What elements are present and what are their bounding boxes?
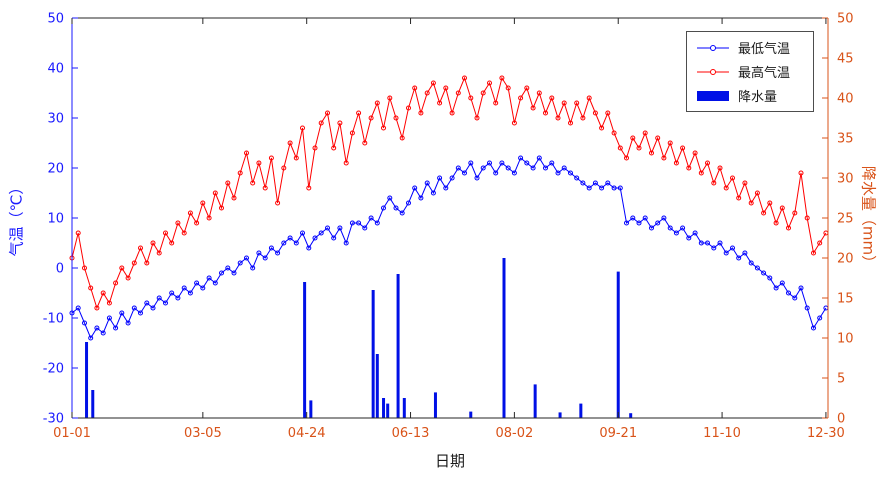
- svg-text:06-13: 06-13: [392, 426, 430, 441]
- x-axis-label: 日期: [434, 452, 466, 470]
- svg-text:45: 45: [837, 52, 854, 67]
- legend-label-max-temp: 最高气温: [738, 66, 791, 81]
- svg-text:40: 40: [837, 92, 854, 107]
- svg-text:09-21: 09-21: [599, 426, 637, 441]
- svg-text:50: 50: [47, 12, 64, 27]
- svg-text:08-02: 08-02: [495, 426, 533, 441]
- x-axis: 01-01 03-05 04-24 06-13 08-02 09-21 11-10 12-30: [53, 18, 845, 441]
- svg-text:30: 30: [837, 172, 854, 187]
- y-axis-right-label: 降水量（mm）: [859, 165, 878, 271]
- max-temp-line-swatch: [697, 68, 729, 75]
- legend-item-max-temp: 最高气温: [695, 62, 805, 81]
- legend-item-min-temp: 最低气温: [695, 38, 805, 57]
- svg-text:-10: -10: [43, 312, 64, 327]
- svg-text:30: 30: [47, 112, 64, 127]
- precip-bar-swatch: [697, 90, 729, 101]
- max-temp-series: [69, 75, 829, 311]
- min-temp-line-swatch: [697, 44, 729, 51]
- precip-bars: [85, 258, 633, 418]
- min-temp-series: [69, 155, 829, 341]
- svg-text:50: 50: [837, 12, 854, 27]
- svg-text:15: 15: [837, 292, 854, 307]
- svg-text:01-01: 01-01: [53, 426, 91, 441]
- svg-text:25: 25: [837, 212, 854, 227]
- svg-text:03-05: 03-05: [184, 426, 222, 441]
- y-axis-left-label: 气温（℃）: [7, 179, 26, 257]
- svg-text:0: 0: [56, 262, 64, 277]
- svg-text:40: 40: [47, 62, 64, 77]
- svg-text:20: 20: [47, 162, 64, 177]
- svg-text:10: 10: [47, 212, 64, 227]
- svg-text:-20: -20: [43, 362, 64, 377]
- svg-text:35: 35: [837, 132, 854, 147]
- svg-text:04-24: 04-24: [288, 426, 326, 441]
- left-axis: 50 40 30 20 10 0 -10 -20 -30: [43, 12, 78, 427]
- svg-text:20: 20: [837, 252, 854, 267]
- legend-label-precip: 降水量: [738, 90, 778, 105]
- svg-text:11-10: 11-10: [703, 426, 741, 441]
- legend-item-precip: 降水量: [695, 86, 805, 105]
- legend: 最低气温 最高气温 降水量: [686, 31, 814, 112]
- legend-label-min-temp: 最低气温: [738, 42, 791, 57]
- svg-text:10: 10: [837, 332, 854, 347]
- svg-text:5: 5: [837, 372, 845, 387]
- svg-text:0: 0: [837, 412, 845, 427]
- svg-text:12-30: 12-30: [807, 426, 845, 441]
- svg-text:-30: -30: [43, 412, 64, 427]
